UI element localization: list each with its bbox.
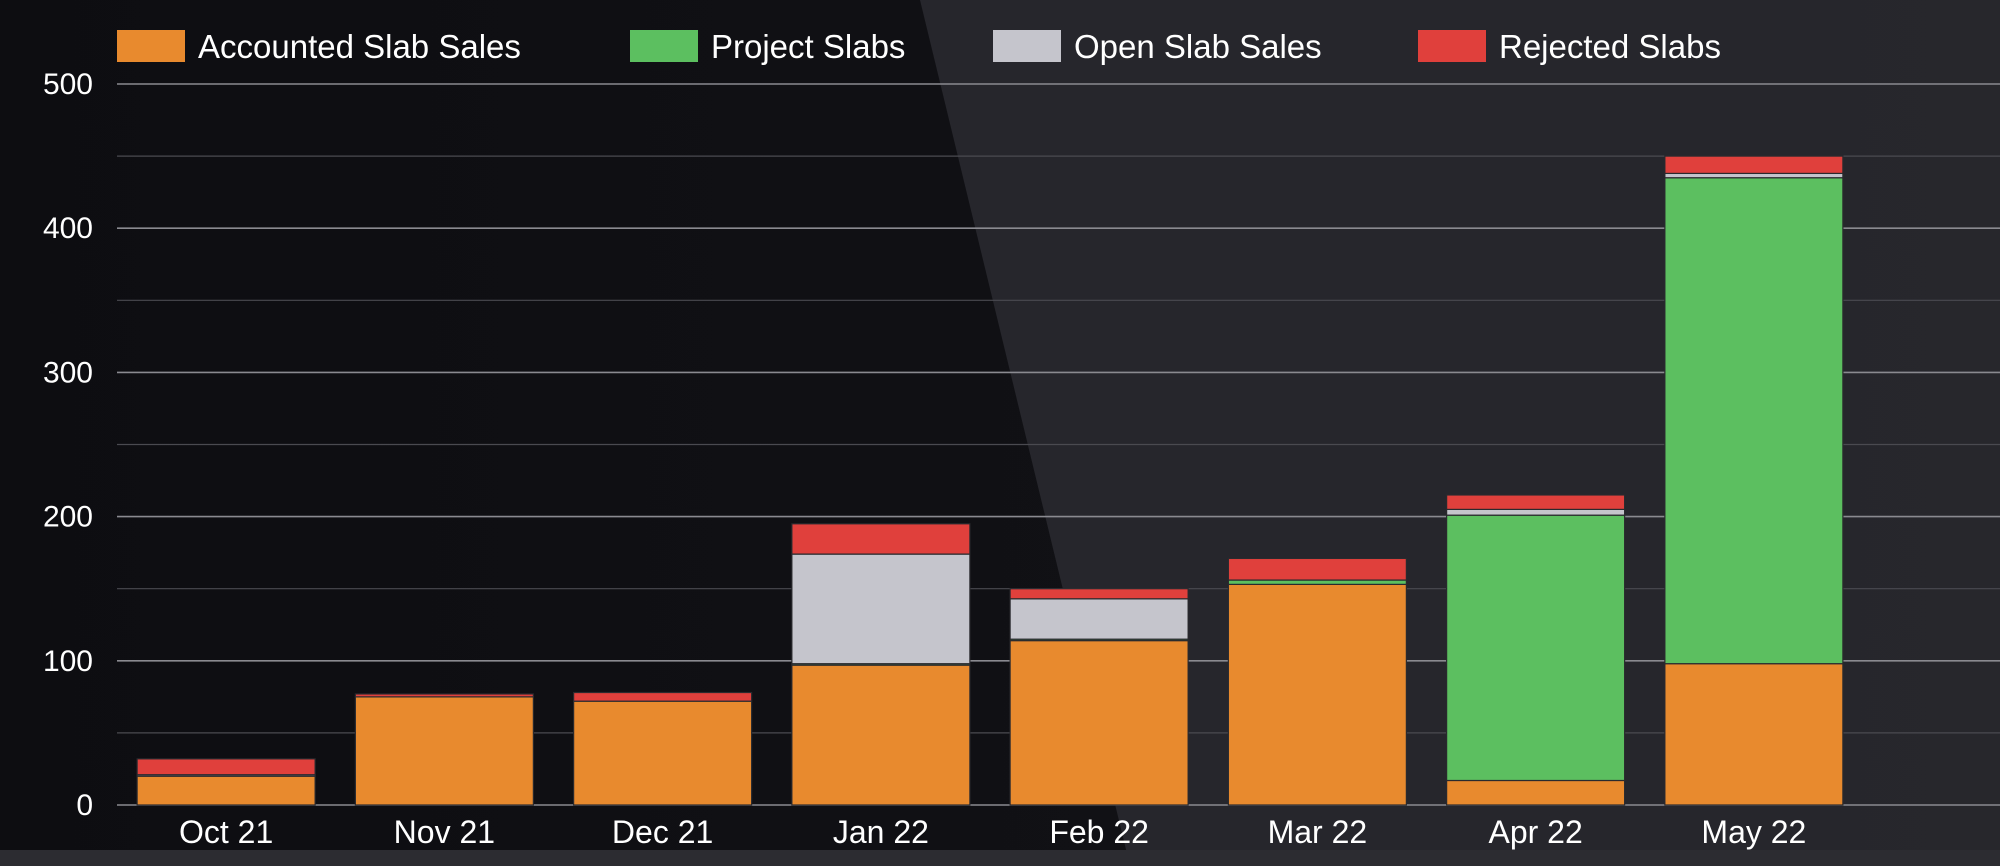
bar-segment[interactable]: [354, 693, 534, 698]
bar-segment[interactable]: [1227, 583, 1407, 806]
bar-segment[interactable]: [1009, 588, 1189, 600]
bar-segment[interactable]: [1664, 155, 1844, 175]
x-axis-ticks: Oct 21 Nov 21 Dec 21 Jan 22 Feb 22 Mar 22 Apr …: [179, 814, 1806, 850]
x-tick-label: Jan 22: [833, 814, 929, 850]
legend-swatch: [117, 30, 185, 62]
y-axis-ticks: 0 100 200 300 400 500: [43, 68, 93, 822]
y-tick-label: 300: [43, 356, 93, 389]
bar-segment[interactable]: [791, 553, 971, 665]
bar-segment[interactable]: [1446, 514, 1626, 782]
legend-swatch: [993, 30, 1061, 62]
bar-segment[interactable]: [1446, 494, 1626, 510]
x-tick-label: Mar 22: [1268, 814, 1368, 850]
y-tick-label: 500: [43, 68, 93, 101]
bars: [136, 155, 1844, 806]
bar-segment[interactable]: [136, 758, 316, 776]
bar-segment[interactable]: [1664, 177, 1844, 665]
y-tick-label: 100: [43, 645, 93, 678]
legend-item[interactable]: Accounted Slab Sales: [117, 28, 521, 65]
bar-segment[interactable]: [1446, 508, 1626, 516]
bar-segment[interactable]: [573, 691, 753, 702]
bar-segment[interactable]: [1227, 557, 1407, 581]
legend-label: Accounted Slab Sales: [198, 28, 521, 65]
legend-swatch: [1418, 30, 1486, 62]
bar-segment[interactable]: [791, 523, 971, 555]
bar-segment[interactable]: [573, 700, 753, 806]
y-tick-label: 0: [76, 789, 93, 822]
legend-item[interactable]: Project Slabs: [630, 28, 905, 65]
legend[interactable]: Accounted Slab Sales Project Slabs Open Sl…: [117, 28, 1721, 65]
x-tick-label: May 22: [1701, 814, 1806, 850]
bar-segment[interactable]: [1009, 598, 1189, 640]
x-tick-label: Feb 22: [1049, 814, 1149, 850]
bar-segment[interactable]: [791, 664, 971, 806]
bar-segment[interactable]: [136, 775, 316, 806]
legend-label: Open Slab Sales: [1074, 28, 1322, 65]
bar-segment[interactable]: [1227, 579, 1407, 585]
legend-item[interactable]: Rejected Slabs: [1418, 28, 1721, 65]
x-tick-label: Nov 21: [394, 814, 495, 850]
y-tick-label: 400: [43, 212, 93, 245]
legend-item[interactable]: Open Slab Sales: [993, 28, 1322, 65]
legend-swatch: [630, 30, 698, 62]
x-tick-label: Oct 21: [179, 814, 273, 850]
legend-label: Rejected Slabs: [1499, 28, 1721, 65]
legend-label: Project Slabs: [711, 28, 905, 65]
y-tick-label: 200: [43, 501, 93, 534]
bar-segment[interactable]: [1009, 640, 1189, 806]
x-tick-label: Dec 21: [612, 814, 713, 850]
x-tick-label: Apr 22: [1488, 814, 1582, 850]
bottom-strip: [0, 850, 2000, 866]
bar-segment[interactable]: [1664, 172, 1844, 179]
bar-segment[interactable]: [1446, 779, 1626, 806]
bar-segment[interactable]: [1664, 663, 1844, 806]
bar-segment[interactable]: [354, 696, 534, 806]
